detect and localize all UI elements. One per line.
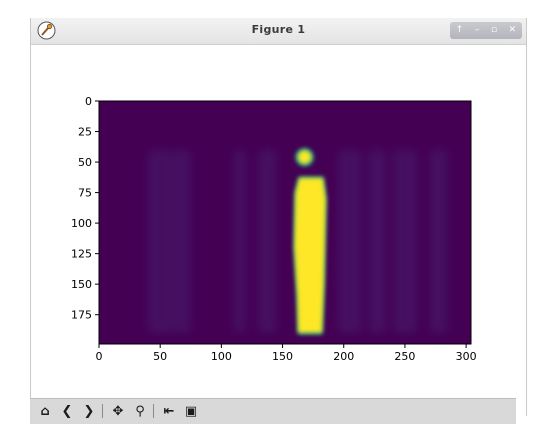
toolbar-separator	[153, 404, 154, 418]
ghost-shapes	[147, 149, 448, 334]
ghost-column	[258, 149, 277, 334]
ghost-column	[147, 149, 173, 334]
y-tick-label: 75	[78, 187, 92, 200]
x-tick-label: 150	[272, 350, 293, 363]
window-controls: ↑ – ▫ ✕	[450, 22, 522, 39]
heatmap-plot[interactable]: 0 50 100 150 200 250 300 0 25 50 75 100 125 150 175	[31, 45, 526, 403]
save-button[interactable]: ▣	[184, 403, 198, 419]
back-button[interactable]: ❮	[61, 403, 73, 419]
configure-subplots-button[interactable]: ⇤	[163, 403, 175, 419]
y-tick-label: 125	[71, 248, 92, 261]
ghost-column	[233, 149, 246, 334]
x-tick-label: 50	[153, 350, 167, 363]
y-tick-label: 100	[71, 217, 92, 230]
close-button[interactable]: ✕	[508, 25, 517, 35]
maximize-button[interactable]: ▫	[490, 25, 498, 35]
y-tick-label: 150	[71, 278, 92, 291]
forward-button[interactable]: ❯	[83, 403, 95, 419]
x-tick-label: 250	[394, 350, 415, 363]
window-title: Figure 1	[251, 23, 306, 36]
x-tick-label: 100	[211, 350, 232, 363]
home-button[interactable]: ⌂	[40, 403, 50, 419]
x-tick-label: 200	[333, 350, 354, 363]
figure-window: Figure 1 ↑ – ▫ ✕ 0 50 100 150 200 250 300 0 25 50…	[30, 18, 527, 416]
ghost-column	[429, 149, 448, 334]
x-tick-label: 0	[96, 350, 103, 363]
app-icon	[37, 21, 56, 40]
y-tick-label: 175	[71, 309, 92, 322]
ghost-column	[368, 149, 387, 334]
shade-button[interactable]: ↑	[455, 25, 464, 35]
toolbar-separator	[102, 404, 103, 418]
heatmap-image	[99, 101, 471, 344]
y-tick-label: 0	[85, 95, 92, 108]
figure-canvas[interactable]: 0 50 100 150 200 250 300 0 25 50 75 100 125 150 175	[31, 45, 526, 403]
title-bar[interactable]: Figure 1 ↑ – ▫ ✕	[31, 18, 526, 45]
minimize-button[interactable]: –	[474, 25, 480, 35]
head-core	[298, 150, 312, 164]
ghost-column	[392, 149, 418, 334]
zoom-button[interactable]: ⚲	[135, 403, 145, 419]
y-tick-label: 50	[78, 156, 92, 169]
y-tick-label: 25	[78, 126, 92, 139]
ghost-column	[172, 149, 191, 334]
x-tick-label: 300	[456, 350, 477, 363]
silhouette-core	[294, 150, 326, 333]
navigation-toolbar: ⌂ ❮ ❯ ✥ ⚲ ⇤ ▣	[30, 398, 516, 424]
ghost-column	[337, 149, 363, 334]
axes-frame	[98, 100, 472, 345]
silhouette-body	[294, 178, 326, 333]
pan-button[interactable]: ✥	[112, 403, 124, 419]
